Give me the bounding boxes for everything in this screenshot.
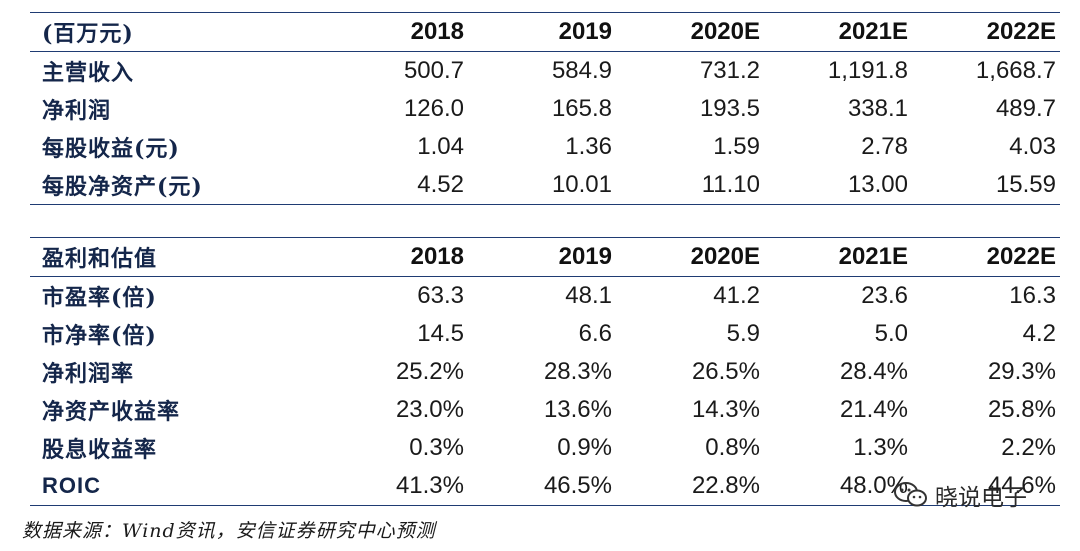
table-header-row: (百万元) 2018 2019 2020E 2021E 2022E <box>30 12 1060 52</box>
table-cell: 29.3% <box>987 358 1056 385</box>
valuation-table: 盈利和估值 2018 2019 2020E 2021E 2022E 市盈率(倍)… <box>30 237 1060 506</box>
table-cell: 2.2% <box>1001 434 1056 461</box>
table-cell: 16.3 <box>1009 282 1056 309</box>
table-cell: 48.1 <box>565 282 612 309</box>
table-cell: 1.3% <box>853 434 908 461</box>
header-cell: (百万元) <box>42 21 134 47</box>
table-cell: 14.5 <box>417 320 464 347</box>
table-cell: 15.59 <box>995 171 1056 198</box>
header-cell: 2018 <box>410 18 464 45</box>
table-cell: 4.52 <box>417 171 464 198</box>
table-cell: 4.03 <box>1009 133 1056 160</box>
table-cell: 41.3% <box>395 472 464 499</box>
table-header-row: 盈利和估值 2018 2019 2020E 2021E 2022E <box>30 237 1060 277</box>
table-cell: 165.8 <box>551 95 612 122</box>
table-cell: 44.6% <box>987 472 1056 499</box>
row-label: 市盈率(倍) <box>42 285 157 311</box>
table-cell: 1,191.8 <box>827 57 908 84</box>
header-cell: 2019 <box>558 243 612 270</box>
table-cell: 48.0% <box>839 472 908 499</box>
table-cell: 46.5% <box>543 472 612 499</box>
table-cell: 28.4% <box>839 358 908 385</box>
table-cell: 193.5 <box>699 95 760 122</box>
table-cell: 23.6 <box>861 282 908 309</box>
table-cell: 0.8% <box>705 434 760 461</box>
row-label: 股息收益率 <box>42 437 158 463</box>
table-cell: 23.0% <box>395 396 464 423</box>
table-row: 市净率(倍) 14.5 6.6 5.9 5.0 4.2 <box>30 315 1060 353</box>
table-cell: 41.2 <box>713 282 760 309</box>
header-cell: 2021E <box>838 243 908 270</box>
table-cell: 1.59 <box>713 133 760 160</box>
financial-summary-table: (百万元) 2018 2019 2020E 2021E 2022E 主营收入 5… <box>30 12 1060 205</box>
table-cell: 5.0 <box>874 320 908 347</box>
table-cell: 22.8% <box>691 472 760 499</box>
table-row: 市盈率(倍) 63.3 48.1 41.2 23.6 16.3 <box>30 277 1060 316</box>
table-row: 每股收益(元) 1.04 1.36 1.59 2.78 4.03 <box>30 128 1060 166</box>
table-cell: 1.36 <box>565 133 612 160</box>
header-cell: 2020E <box>690 243 760 270</box>
table-cell: 338.1 <box>847 95 908 122</box>
header-cell: 2022E <box>986 243 1056 270</box>
table-cell: 0.3% <box>409 434 464 461</box>
table-row: 股息收益率 0.3% 0.9% 0.8% 1.3% 2.2% <box>30 429 1060 467</box>
table-cell: 1,668.7 <box>975 57 1056 84</box>
table-cell: 500.7 <box>403 57 464 84</box>
header-cell: 2020E <box>690 18 760 45</box>
row-label: 净资产收益率 <box>42 399 181 425</box>
row-label: 主营收入 <box>42 60 135 86</box>
row-label: 每股净资产(元) <box>42 174 203 200</box>
table-cell: 13.00 <box>847 171 908 198</box>
row-label: 每股收益(元) <box>42 136 180 162</box>
table-cell: 11.10 <box>701 171 760 198</box>
table-cell: 731.2 <box>699 57 760 84</box>
table-cell: 489.7 <box>995 95 1056 122</box>
table-row: 每股净资产(元) 4.52 10.01 11.10 13.00 15.59 <box>30 166 1060 205</box>
table-cell: 1.04 <box>417 133 464 160</box>
table-row: 主营收入 500.7 584.9 731.2 1,191.8 1,668.7 <box>30 52 1060 91</box>
row-label: 市净率(倍) <box>42 323 157 349</box>
table-cell: 21.4% <box>839 396 908 423</box>
watermark: 晓说电子 <box>893 478 1027 512</box>
table-cell: 10.01 <box>551 171 612 198</box>
header-cell: 2019 <box>558 18 612 45</box>
table-cell: 5.9 <box>726 320 760 347</box>
table-cell: 25.2% <box>395 358 464 385</box>
header-cell: 2018 <box>410 243 464 270</box>
row-label: 净利润率 <box>42 361 135 387</box>
table-cell: 584.9 <box>551 57 612 84</box>
row-label: 净利润 <box>42 98 112 124</box>
table-cell: 63.3 <box>417 282 464 309</box>
table-row: 净资产收益率 23.0% 13.6% 14.3% 21.4% 25.8% <box>30 391 1060 429</box>
table-cell: 14.3% <box>691 396 760 423</box>
table-cell: 6.6 <box>578 320 612 347</box>
header-cell: 盈利和估值 <box>42 246 158 272</box>
table-cell: 25.8% <box>987 396 1056 423</box>
table-row: 净利润 126.0 165.8 193.5 338.1 489.7 <box>30 90 1060 128</box>
table-cell: 0.9% <box>557 434 612 461</box>
table-cell: 28.3% <box>543 358 612 385</box>
source-note: 数据来源：Wind资讯，安信证券研究中心预测 <box>22 520 436 542</box>
table-cell: 26.5% <box>691 358 760 385</box>
table-cell: 4.2 <box>1022 320 1056 347</box>
table-cell: 13.6% <box>543 396 612 423</box>
table-cell: 126.0 <box>403 95 464 122</box>
watermark-text: 晓说电子 <box>935 485 1027 511</box>
table-row: ROIC 41.3% 46.5% 22.8% 48.0% 44.6% <box>30 467 1060 506</box>
table-cell: 2.78 <box>861 133 908 160</box>
table-row: 净利润率 25.2% 28.3% 26.5% 28.4% 29.3% <box>30 353 1060 391</box>
wechat-icon <box>893 480 929 510</box>
header-cell: 2022E <box>986 18 1056 45</box>
header-cell: 2021E <box>838 18 908 45</box>
row-label: ROIC <box>42 473 101 498</box>
